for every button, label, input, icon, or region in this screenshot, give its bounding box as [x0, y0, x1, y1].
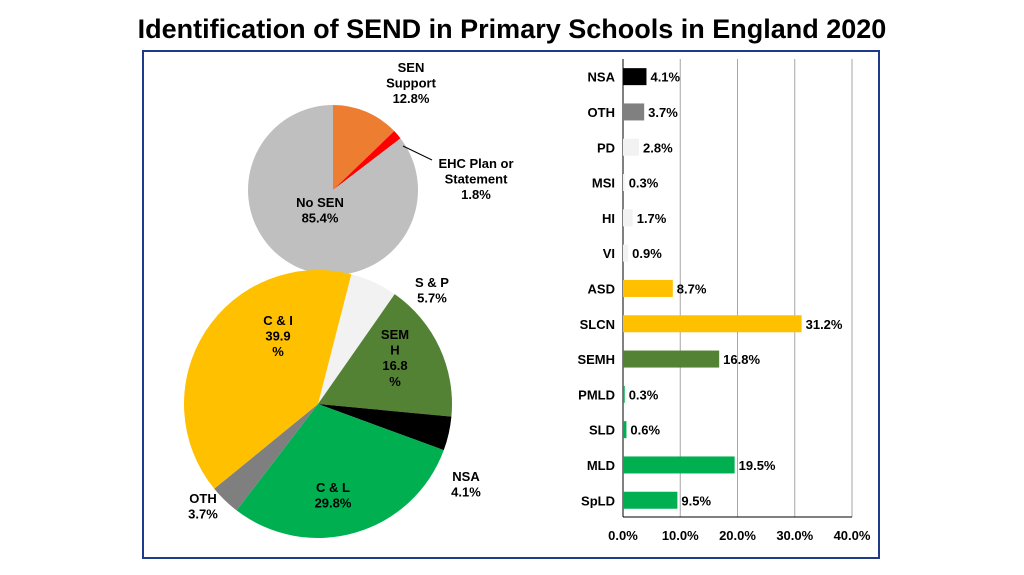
- pie2-slice: [236, 404, 444, 538]
- bar-category-label: SLD: [589, 423, 615, 438]
- pie1-slice: [333, 105, 395, 190]
- bar-vi: [623, 244, 629, 262]
- pie2-label: C & L 29.8%: [315, 480, 352, 511]
- bar-hi: [623, 209, 633, 227]
- bar-value-label: 8.7%: [677, 281, 707, 296]
- pie2-slice: [318, 404, 452, 451]
- bar-pmld: [623, 385, 625, 403]
- pie2-slice: [318, 274, 395, 404]
- bar-value-label: 4.1%: [650, 70, 680, 85]
- pie2-slice: [184, 270, 352, 489]
- bar-value-label: 2.8%: [643, 140, 673, 155]
- bar-value-label: 0.9%: [632, 246, 662, 261]
- bar-category-label: ASD: [588, 281, 615, 296]
- pie2-label: NSA 4.1%: [451, 469, 481, 500]
- bar-x-tick-label: 30.0%: [776, 528, 813, 543]
- bar-category-label: SLCN: [580, 317, 615, 332]
- bar-x-tick-label: 10.0%: [662, 528, 699, 543]
- pie2-label: C & I 39.9%: [263, 313, 293, 359]
- pie1-leader-line: [402, 145, 433, 161]
- bar-category-label: HI: [602, 211, 615, 226]
- bar-nsa: [623, 68, 647, 86]
- bar-category-label: NSA: [588, 70, 616, 85]
- bar-semh: [623, 350, 720, 368]
- bar-value-label: 3.7%: [648, 105, 678, 120]
- pie2-label: OTH 3.7%: [188, 491, 218, 522]
- bar-category-label: PMLD: [578, 387, 615, 402]
- bar-category-label: VI: [603, 246, 615, 261]
- bar-value-label: 19.5%: [739, 458, 776, 473]
- bar-category-label: SEMH: [577, 352, 615, 367]
- chart-frame: [142, 50, 880, 559]
- bar-mld: [623, 456, 735, 474]
- pie2-slice: [214, 404, 318, 511]
- bar-asd: [623, 279, 673, 297]
- bar-value-label: 31.2%: [806, 317, 843, 332]
- bar-x-tick-label: 40.0%: [834, 528, 871, 543]
- pie1-label: EHC Plan or Statement 1.8%: [438, 156, 513, 202]
- pie1-slice: [333, 131, 401, 190]
- bar-spld: [623, 491, 678, 509]
- pie2-label: SEM H 16.8%: [381, 327, 409, 389]
- pie2-slice: [318, 294, 452, 417]
- bar-msi: [623, 174, 625, 192]
- pie1-label: No SEN 85.4%: [296, 195, 344, 226]
- bar-x-tick-label: 20.0%: [719, 528, 756, 543]
- bar-slcn: [623, 315, 802, 333]
- bar-sld: [623, 421, 627, 439]
- bar-pd: [623, 138, 640, 156]
- pie2-label: S & P 5.7%: [415, 275, 449, 306]
- pie1-slice: [248, 105, 418, 275]
- bar-value-label: 9.5%: [681, 493, 711, 508]
- bar-category-label: OTH: [588, 105, 615, 120]
- pie1-label: SEN Support 12.8%: [386, 60, 436, 106]
- bar-value-label: 1.7%: [637, 211, 667, 226]
- bar-category-label: MLD: [587, 458, 615, 473]
- bar-oth: [623, 103, 645, 121]
- bar-category-label: SpLD: [581, 493, 615, 508]
- bar-value-label: 0.6%: [630, 423, 660, 438]
- bar-category-label: PD: [597, 140, 615, 155]
- bar-x-tick-label: 0.0%: [608, 528, 638, 543]
- bar-value-label: 0.3%: [629, 387, 659, 402]
- bar-category-label: MSI: [592, 176, 615, 191]
- bar-value-label: 16.8%: [723, 352, 760, 367]
- chart-title: Identification of SEND in Primary School…: [137, 14, 887, 44]
- bar-value-label: 0.3%: [629, 176, 659, 191]
